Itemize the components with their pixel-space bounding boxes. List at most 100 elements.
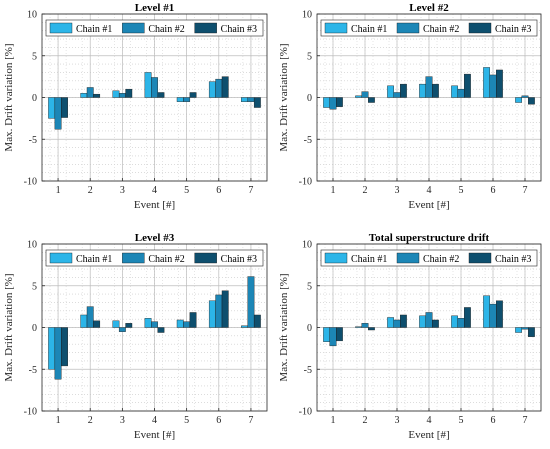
x-tick-label: 7	[523, 185, 528, 196]
x-tick-label: 6	[491, 415, 496, 426]
bar	[208, 81, 216, 98]
legend: Chain #1 Chain #2 Chain #3	[320, 19, 538, 37]
bar	[451, 315, 458, 328]
bar	[393, 92, 401, 98]
bar	[247, 276, 255, 328]
chart-title: Level #1	[135, 2, 174, 14]
y-tick-label: 10	[27, 240, 37, 251]
x-tick-label: 1	[331, 415, 336, 426]
legend-label: Chain #1	[351, 254, 387, 265]
bar	[496, 69, 503, 98]
bar	[61, 97, 68, 118]
legend-label: Chain #3	[495, 24, 531, 35]
legend-swatch	[396, 22, 420, 34]
x-tick-label: 7	[248, 185, 253, 196]
bar	[144, 72, 152, 98]
legend-label: Chain #2	[423, 24, 459, 35]
y-tick-label: 10	[302, 240, 312, 251]
bar	[521, 95, 529, 98]
bar	[48, 97, 56, 119]
bar	[189, 92, 197, 98]
bar	[144, 318, 152, 328]
bar	[112, 90, 120, 98]
bar	[112, 320, 120, 328]
bar	[61, 327, 68, 367]
x-tick-label: 2	[363, 185, 368, 196]
bar	[215, 78, 223, 98]
legend-swatch	[468, 252, 492, 264]
x-axis-label: Event [#]	[134, 429, 175, 441]
legend-swatch	[468, 22, 492, 34]
bar	[118, 327, 126, 332]
y-tick-label: -5	[29, 135, 37, 146]
bar	[425, 312, 433, 328]
legend-swatch	[122, 22, 145, 34]
x-tick-label: 6	[216, 415, 221, 426]
bar	[521, 327, 529, 330]
bar	[457, 318, 465, 328]
legend-swatch	[324, 252, 348, 264]
bar	[355, 95, 362, 98]
chart-title: Level #3	[135, 232, 175, 244]
legend-label: Chain #3	[221, 24, 257, 35]
legend: Chain #1 Chain #2 Chain #3	[320, 249, 538, 267]
bar	[419, 83, 426, 98]
x-tick-label: 5	[459, 415, 464, 426]
y-tick-label: 5	[307, 51, 312, 62]
x-tick-label: 6	[491, 185, 496, 196]
y-tick-label: 0	[307, 93, 312, 104]
bar	[221, 76, 229, 98]
bar	[54, 97, 62, 130]
bar	[157, 92, 165, 98]
bar	[253, 97, 261, 108]
x-tick-label: 3	[120, 185, 125, 196]
bar	[515, 327, 523, 333]
bar	[464, 73, 471, 98]
y-tick-label: 10	[27, 10, 37, 21]
bar	[176, 319, 184, 328]
bar	[151, 321, 158, 328]
bar	[368, 97, 375, 103]
bar	[48, 327, 56, 370]
bar	[253, 314, 261, 328]
y-axis-label: Max. Drift variation [%]	[278, 43, 290, 151]
bar	[368, 327, 375, 331]
chart-panel: 10 5 0 -5 -10 1 2 3 4 5 6 7 Level #2 Event [#] Max. Dr…	[278, 2, 542, 211]
chart-panel: 10 5 0 -5 -10 1 2 3 4 5 6 7 Total superstructure dri…	[278, 232, 542, 441]
bar	[432, 83, 439, 98]
y-tick-label: 5	[307, 281, 312, 292]
x-tick-label: 4	[427, 415, 432, 426]
bar	[93, 320, 101, 328]
bar	[329, 327, 337, 347]
bar	[125, 88, 133, 98]
x-axis-label: Event [#]	[134, 199, 175, 211]
legend-swatch	[49, 22, 73, 34]
bar	[189, 312, 197, 328]
bar	[86, 306, 94, 328]
y-tick-label: -10	[299, 177, 312, 188]
bar	[355, 326, 362, 328]
x-tick-label: 3	[395, 415, 400, 426]
bar	[241, 325, 248, 328]
bar	[329, 97, 337, 110]
bar	[432, 319, 439, 328]
bar	[451, 85, 458, 98]
y-tick-label: -10	[24, 177, 37, 188]
x-tick-label: 5	[184, 415, 189, 426]
x-tick-label: 1	[56, 415, 61, 426]
bar	[464, 307, 471, 328]
bar	[183, 321, 191, 328]
legend-label: Chain #3	[495, 254, 531, 265]
bar	[157, 327, 165, 333]
legend-label: Chain #2	[423, 254, 459, 265]
bar	[247, 97, 255, 102]
bar	[393, 319, 401, 328]
bar	[483, 295, 490, 328]
x-tick-label: 2	[363, 415, 368, 426]
bar	[241, 97, 248, 102]
bar	[489, 303, 497, 328]
y-tick-label: 0	[32, 323, 37, 334]
x-tick-label: 6	[216, 185, 221, 196]
bar	[54, 327, 62, 380]
x-tick-label: 4	[427, 185, 432, 196]
